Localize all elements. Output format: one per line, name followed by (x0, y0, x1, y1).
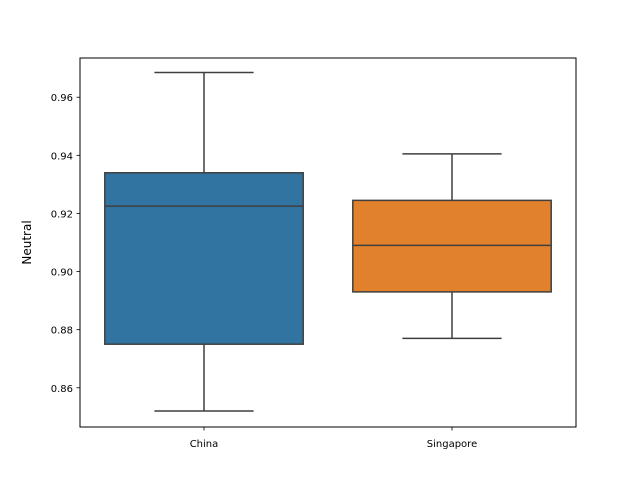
y-axis-ticks: 0.86 0.88 0.90 0.92 0.94 0.96 (51, 93, 80, 395)
box-iqr (104, 172, 304, 345)
y-tick-label: 0.96 (51, 93, 73, 104)
x-tick-label: Singapore (427, 439, 477, 450)
box-singapore (352, 153, 552, 340)
y-axis-label: Neutral (20, 220, 34, 264)
y-tick-label: 0.90 (51, 268, 73, 279)
box-china (104, 71, 304, 412)
box-series (104, 71, 552, 412)
y-tick-label: 0.88 (51, 326, 73, 337)
x-tick-label: China (190, 439, 219, 450)
y-tick-label: 0.92 (51, 209, 73, 220)
y-tick-label: 0.94 (51, 151, 73, 162)
x-axis-ticks: China Singapore (190, 427, 477, 450)
plot-area-frame (79, 57, 577, 428)
y-tick-label: 0.86 (51, 384, 73, 395)
